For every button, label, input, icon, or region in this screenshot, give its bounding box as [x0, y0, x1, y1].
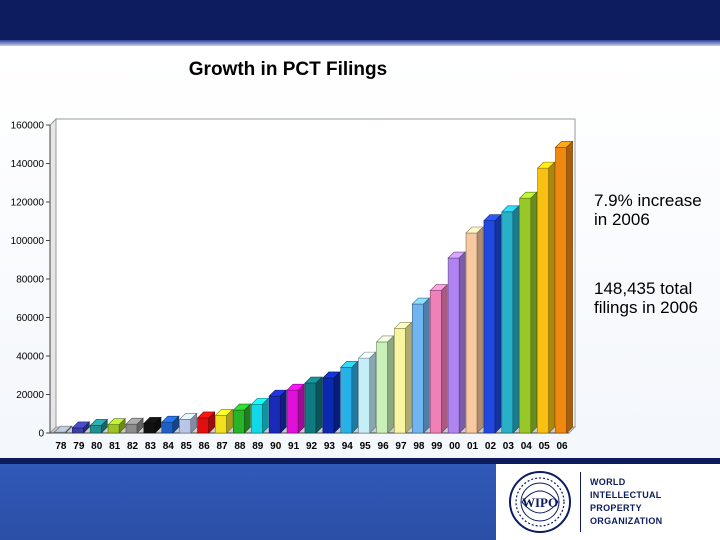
header-divider — [0, 40, 720, 46]
bar-85 — [178, 412, 198, 434]
bar-02 — [483, 213, 502, 434]
x-tick-label: 04 — [521, 441, 533, 452]
bar-95 — [357, 351, 377, 434]
footer-band — [0, 464, 496, 540]
bar-99 — [429, 283, 449, 434]
bar-03 — [501, 205, 520, 434]
logo-divider — [580, 472, 581, 532]
bars — [53, 140, 574, 434]
x-tick-label: 90 — [270, 441, 282, 452]
x-tick-label: 83 — [145, 441, 157, 452]
x-tick-label: 97 — [395, 441, 407, 452]
wordmark-line-3: Property — [590, 503, 642, 513]
bar-98 — [411, 297, 431, 434]
bar-97 — [393, 321, 413, 434]
x-tick-label: 02 — [485, 441, 497, 452]
x-tick-label: 91 — [288, 441, 300, 452]
pct-filings-chart: Growth in PCT Filings 0 20000 40000 60000 80… — [11, 59, 577, 452]
bar-94 — [340, 360, 359, 434]
x-tick-label: 85 — [181, 441, 193, 452]
x-tick-label: 05 — [539, 441, 551, 452]
bar-93 — [322, 371, 341, 434]
plot-left-wall — [49, 117, 57, 435]
bar-79 — [71, 421, 91, 434]
x-tick-label: 06 — [556, 441, 568, 452]
bar-96 — [375, 335, 395, 434]
x-tick-label: 94 — [342, 441, 354, 452]
x-tick-label: 82 — [127, 441, 139, 452]
header-bar — [0, 0, 720, 40]
bar-87 — [214, 408, 234, 434]
y-tick-label: 160000 — [11, 121, 45, 132]
footer-divider — [0, 458, 720, 464]
bar-92 — [304, 376, 323, 434]
bar-06 — [554, 140, 574, 434]
x-tick-label: 93 — [324, 441, 336, 452]
wipo-emblem-icon: WIPO — [509, 471, 571, 533]
bar-82 — [125, 417, 144, 434]
x-tick-label: 89 — [252, 441, 264, 452]
x-tick-label: 80 — [91, 441, 103, 452]
bar-80 — [89, 418, 109, 434]
x-tick-label: 79 — [73, 441, 85, 452]
bar-90 — [268, 389, 287, 434]
y-tick-label: 20000 — [16, 390, 44, 401]
x-tick-label: 92 — [306, 441, 318, 452]
bar-88 — [232, 403, 252, 434]
x-tick-label: 88 — [234, 441, 246, 452]
bar-01 — [465, 226, 484, 434]
bar-00 — [447, 251, 466, 434]
y-tick-label: 120000 — [11, 198, 45, 209]
x-tick-label: 01 — [467, 441, 479, 452]
bar-83 — [143, 416, 162, 434]
y-tick-label: 140000 — [11, 159, 45, 170]
wordmark-line-1: World — [590, 477, 626, 487]
y-tick-label: 40000 — [16, 352, 44, 363]
x-axis: 78 79 80 81 82 83 84 85 86 87 88 89 90 91 92 93 94 95 96 97… — [50, 432, 569, 452]
x-tick-label: 03 — [503, 441, 515, 452]
bar-84 — [161, 415, 180, 434]
bar-91 — [286, 383, 305, 434]
x-tick-label: 81 — [109, 441, 121, 452]
x-tick-label: 84 — [163, 441, 175, 452]
bar-78 — [53, 425, 73, 434]
x-tick-label: 87 — [216, 441, 228, 452]
x-tick-label: 86 — [199, 441, 211, 452]
x-tick-label: 98 — [413, 441, 425, 452]
x-tick-label: 95 — [360, 441, 372, 452]
emblem-lettering: WIPO — [522, 495, 558, 510]
increase-note: 7.9% increase in 2006 — [594, 191, 702, 229]
y-tick-label: 60000 — [16, 313, 44, 324]
x-tick-label: 96 — [378, 441, 390, 452]
wordmark-line-2: Intellectual — [590, 490, 662, 500]
y-axis: 0 20000 40000 60000 80000 100000 120000 140000 1… — [11, 121, 51, 440]
y-tick-label: 80000 — [16, 275, 44, 286]
wordmark-line-4: Organization — [590, 516, 663, 526]
bar-04 — [518, 191, 538, 434]
x-tick-label: 78 — [55, 441, 67, 452]
footer: WIPO World Intellectual Property Organiz… — [0, 464, 720, 540]
bar-05 — [536, 161, 556, 434]
total-filings-note: 148,435 total filings in 2006 — [594, 279, 698, 317]
wipo-wordmark: World Intellectual Property Organization — [590, 476, 662, 528]
bar-81 — [107, 417, 126, 434]
y-tick-label: 0 — [38, 429, 44, 440]
x-tick-label: 99 — [431, 441, 443, 452]
x-tick-label: 00 — [449, 441, 461, 452]
y-tick-label: 100000 — [11, 236, 45, 247]
bar-86 — [196, 411, 216, 434]
chart-title: Growth in PCT Filings — [189, 59, 387, 80]
bar-89 — [250, 397, 270, 434]
